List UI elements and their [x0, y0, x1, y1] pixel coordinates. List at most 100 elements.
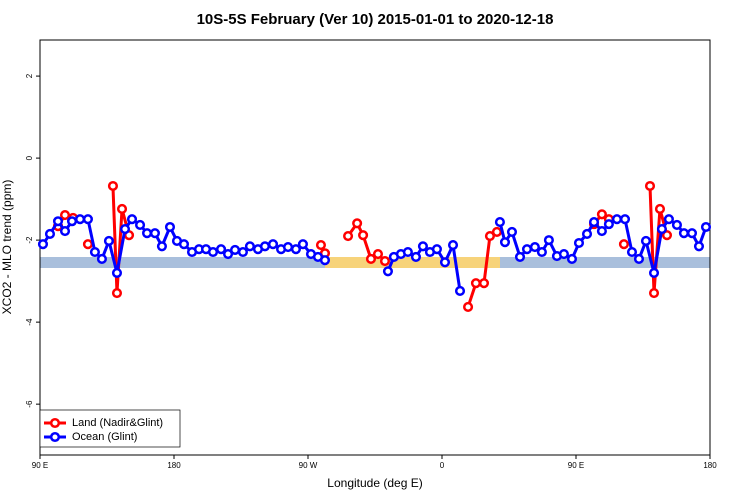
data-point: [135, 219, 146, 230]
data-point: [410, 251, 421, 262]
data-point: [648, 287, 660, 299]
data-point: [89, 246, 100, 258]
data-point: [686, 228, 698, 239]
data-point: [116, 203, 128, 215]
data-point: [372, 249, 384, 260]
data-point: [75, 214, 86, 225]
data-point: [603, 219, 614, 230]
legend-label: Ocean (Glint): [72, 431, 137, 443]
data-point: [454, 285, 466, 297]
data-point: [107, 180, 119, 192]
data-point: [103, 235, 114, 246]
data-point: [315, 239, 327, 251]
data-point: [352, 218, 363, 229]
data-point: [463, 301, 474, 313]
data-point: [640, 235, 652, 246]
data-point: [59, 210, 71, 221]
data-point: [529, 242, 540, 253]
data-point: [59, 226, 71, 237]
data-point: [164, 221, 176, 233]
legend-marker: [49, 417, 61, 429]
data-point: [229, 244, 241, 256]
data-point: [618, 239, 629, 250]
x-axis-label: Longitude (deg E): [327, 476, 422, 490]
data-point: [700, 221, 712, 233]
data-point: [494, 217, 505, 228]
data-point: [119, 223, 131, 235]
data-point: [267, 239, 279, 250]
legend: Land (Nadir&Glint) Ocean (Glint): [39, 409, 181, 448]
data-point: [149, 228, 160, 239]
data-point: [678, 228, 689, 239]
data-point: [573, 237, 585, 249]
data-point: [626, 246, 638, 258]
data-point: [566, 253, 578, 265]
data-point: [244, 241, 255, 252]
data-point: [663, 214, 674, 225]
data-point: [596, 226, 607, 237]
data-point: [514, 251, 526, 262]
data-point: [37, 239, 49, 250]
data-point: [611, 214, 622, 225]
y-tick-label: 0: [25, 155, 34, 160]
legend-box: [39, 409, 181, 448]
data-point: [596, 209, 607, 220]
y-tick-label: 2: [25, 73, 34, 78]
data-point: [581, 228, 593, 240]
data-point: [654, 203, 666, 215]
surface-strip: [40, 257, 710, 268]
data-point: [82, 214, 93, 225]
data-point: [506, 226, 518, 237]
data-point: [178, 239, 190, 250]
data-point: [648, 267, 660, 278]
y-tick-label: -6: [25, 400, 34, 408]
ocean-strip: [40, 257, 325, 268]
data-point: [365, 253, 377, 265]
data-point: [521, 244, 533, 255]
data-point: [282, 242, 294, 253]
data-point: [402, 246, 413, 258]
x-tick-label: 0: [440, 461, 445, 470]
data-point: [207, 246, 219, 258]
land-strip: [325, 257, 500, 268]
x-tick-label: 90 E: [568, 461, 584, 470]
data-point: [431, 244, 442, 255]
data-point: [671, 219, 682, 230]
data-point: [536, 246, 547, 258]
data-point: [543, 235, 554, 246]
data-point: [96, 253, 107, 265]
data-point: [126, 214, 138, 225]
data-point: [439, 257, 451, 268]
data-point: [156, 241, 167, 252]
data-point: [588, 217, 600, 228]
y-axis-label: XCO2 - MLO trend (ppm): [0, 180, 14, 315]
data-point: [491, 226, 502, 237]
data-point: [297, 239, 308, 250]
chart-title: 10S-5S February (Ver 10) 2015-01-01 to 2…: [197, 11, 554, 28]
data-point: [343, 230, 354, 242]
data-point: [633, 253, 645, 265]
y-tick-label: -4: [25, 318, 34, 326]
x-tick-label: 90 E: [32, 461, 48, 470]
x-tick-label: 90 W: [299, 461, 318, 470]
data-point: [484, 230, 495, 242]
data-point: [478, 278, 490, 289]
data-point: [222, 249, 234, 260]
data-point: [470, 278, 481, 289]
data-point: [44, 228, 56, 240]
x-tick-label: 180: [167, 461, 181, 470]
data-point: [82, 239, 93, 250]
data-point: [558, 249, 569, 260]
legend-label: Land (Nadir&Glint): [72, 417, 163, 429]
data-point: [66, 216, 78, 227]
data-point: [52, 216, 64, 227]
legend-marker: [49, 431, 61, 443]
data-point: [656, 223, 667, 235]
data-point: [142, 228, 153, 239]
data-point: [417, 241, 428, 252]
data-point: [619, 214, 631, 225]
data-point: [661, 230, 673, 241]
data-point: [358, 230, 369, 241]
data-point: [499, 237, 511, 248]
